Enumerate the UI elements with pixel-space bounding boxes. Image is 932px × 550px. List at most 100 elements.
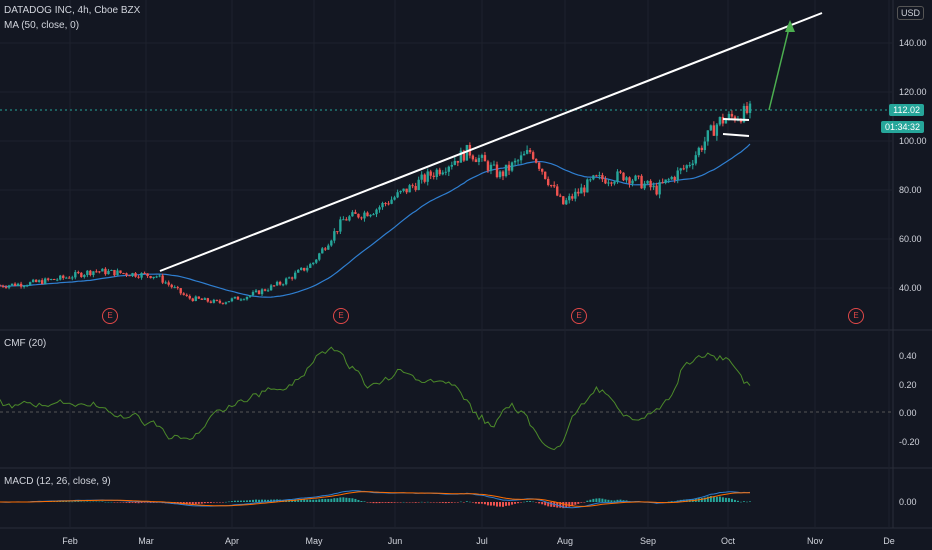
candle-body [68,277,71,279]
candle-body [206,298,210,302]
candle-body [739,119,743,123]
macd-histogram-bar [462,502,465,503]
candle-body [592,175,595,180]
last-price-badge: 112.02 [889,104,924,116]
candle-body [634,175,637,181]
macd-histogram-bar [508,502,511,506]
macd-histogram-bar [468,501,471,503]
candle-body [16,283,20,286]
candle-body [372,214,375,216]
candle-body [604,179,607,184]
candle-body [685,165,688,169]
flag-bottom-line[interactable] [722,133,750,137]
macd-histogram-bar [562,502,565,509]
candle-body [670,177,673,180]
macd-title: MACD (12, 26, close, 9) [4,476,111,487]
macd-histogram-bar [218,502,221,503]
candle-body [278,281,282,285]
candle-body [652,185,655,188]
candle-body [116,270,119,276]
candle-body [748,103,752,113]
trendline[interactable] [159,12,823,272]
cmf-tick: 0.40 [899,351,917,361]
candle-body [209,301,213,303]
candle-body [435,169,438,177]
candle-body [399,190,402,193]
candle-body [254,290,258,293]
candle-body [227,301,231,303]
macd-histogram-bar [197,502,200,504]
price-tick: 80.00 [899,185,922,195]
macd-histogram-bar [715,496,718,502]
candle-body [531,152,535,159]
macd-histogram-bar [110,501,113,503]
candle-body [637,175,640,177]
candle-body [300,267,303,270]
macd-histogram-bar [511,502,514,505]
candle-body [242,299,246,301]
candle-body [327,245,330,250]
macd-histogram-bar [450,502,453,503]
candle-body [80,272,83,277]
macd-histogram-bar [541,502,544,505]
candle-body [568,196,571,201]
candle-body [170,284,173,288]
earnings-icon[interactable]: E [102,308,118,324]
macd-histogram-bar [62,501,65,502]
candle-body [384,203,387,205]
candle-body [65,277,68,279]
macd-histogram-bar [492,502,495,506]
candle-body [586,179,589,193]
candle-body [498,171,502,178]
projection-arrow[interactable] [768,23,791,111]
macd-histogram-bar [372,502,375,504]
candle-body [450,164,454,167]
earnings-icon[interactable]: E [571,308,587,324]
earnings-icon[interactable]: E [848,308,864,324]
macd-histogram-bar [300,499,303,502]
candle-body [86,270,89,275]
candle-body [324,248,327,250]
macd-histogram-bar [568,502,571,507]
macd-histogram-bar [140,502,143,503]
macd-histogram-bar [505,502,508,506]
price-tick: 140.00 [899,38,927,48]
candle-body [113,269,116,276]
time-tick: Feb [62,536,78,546]
price-tick: 60.00 [899,234,922,244]
candle-body [360,217,363,219]
ma-line [0,143,751,298]
macd-histogram-bar [429,502,432,503]
currency-button[interactable]: USD [896,6,924,20]
candle-body [0,285,2,287]
candle-body [224,302,228,304]
macd-histogram-bar [339,497,342,502]
candle-body [534,158,538,163]
candle-body [363,212,366,219]
candle-body [580,187,583,194]
candle-body [83,274,86,277]
candle-body [646,180,649,184]
candle-body [95,271,98,273]
candle-body [375,209,378,215]
macd-histogram-bar [89,501,92,503]
candle-body [215,299,219,301]
macd-histogram-bar [65,501,68,502]
macd-histogram-bar [230,501,233,502]
flag-top-line[interactable] [722,118,750,121]
macd-histogram-bar [56,501,59,502]
candle-body [233,296,237,299]
macd-histogram-bar [486,502,489,506]
candle-body [28,282,32,286]
candle-body [444,171,447,173]
candle-body [718,116,722,125]
earnings-icon[interactable]: E [333,308,349,324]
macd-histogram-bar [261,499,264,502]
macd-histogram-bar [357,499,360,502]
macd-histogram-bar [227,501,230,503]
macd-histogram-bar [739,501,742,503]
macd-histogram-bar [399,502,402,503]
macd-histogram-bar [92,501,95,503]
candle-body [378,207,381,210]
